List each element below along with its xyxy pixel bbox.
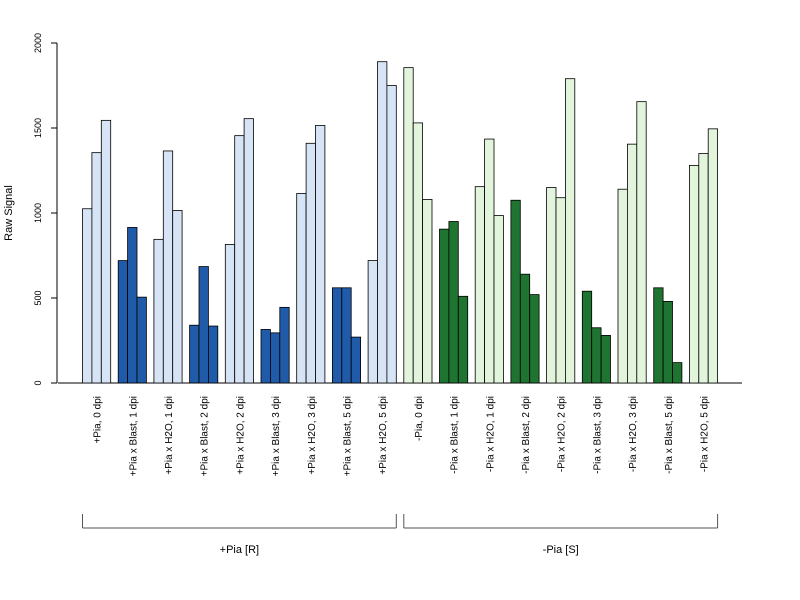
category-label: +Pia, 0 dpi <box>93 396 104 444</box>
bar <box>555 197 566 384</box>
bar <box>224 244 236 384</box>
bar <box>305 142 316 384</box>
y-axis-title: Raw Signal <box>3 185 15 241</box>
category-label: -Pia x H2O, 2 dpi <box>557 396 568 472</box>
bar <box>672 362 683 384</box>
bar-series <box>82 61 719 384</box>
bar <box>439 228 450 384</box>
group-label: -Pia [S] <box>543 544 579 556</box>
bar <box>707 128 719 384</box>
bar <box>484 138 495 384</box>
bar <box>207 325 219 384</box>
bar <box>377 61 388 384</box>
bar <box>519 273 531 384</box>
bar <box>331 287 343 384</box>
bar <box>403 67 414 384</box>
bar <box>127 227 138 384</box>
category-label: +Pia x H2O, 2 dpi <box>235 396 246 475</box>
bar <box>412 122 424 384</box>
bar <box>136 296 147 384</box>
bar <box>234 135 245 384</box>
category-label: -Pia x Blast, 5 dpi <box>664 396 675 474</box>
bar <box>279 306 290 384</box>
bar <box>529 294 540 384</box>
bar <box>662 300 673 384</box>
bar <box>591 327 602 384</box>
bar <box>698 153 709 384</box>
bar <box>474 186 486 384</box>
bar <box>82 208 93 384</box>
bar <box>189 324 200 384</box>
category-label: +Pia x H2O, 3 dpi <box>307 396 318 475</box>
category-label: +Pia x Blast, 5 dpi <box>343 396 354 476</box>
bar <box>457 295 469 384</box>
bar <box>172 210 183 384</box>
y-tick-label: 0 <box>33 380 43 385</box>
bar <box>341 287 352 384</box>
bar <box>162 150 174 384</box>
bar <box>91 152 102 384</box>
category-label: +Pia x Blast, 3 dpi <box>271 396 282 476</box>
bar <box>260 329 271 384</box>
bar <box>350 336 362 384</box>
category-labels: +Pia, 0 dpi +Pia x Blast, 1 dpi +Pia x H2O… <box>93 396 711 476</box>
bar <box>653 287 664 384</box>
bar <box>153 238 164 384</box>
bar <box>448 221 459 384</box>
category-label: +Pia x H2O, 1 dpi <box>164 396 175 475</box>
y-axis: 0 500 1000 1500 2000 <box>33 33 58 386</box>
category-label: -Pia, 0 dpi <box>414 396 425 441</box>
bar <box>117 260 128 384</box>
category-label: -Pia x Blast, 3 dpi <box>592 396 603 474</box>
bar <box>269 332 281 384</box>
bar <box>600 334 611 384</box>
group-label: +Pia [R] <box>220 544 259 556</box>
category-label: -Pia x Blast, 1 dpi <box>450 396 461 474</box>
y-tick-label: 2000 <box>33 33 43 53</box>
category-label: -Pia x H2O, 3 dpi <box>628 396 639 472</box>
y-tick-label: 1500 <box>33 118 43 138</box>
bar <box>367 260 378 384</box>
bar <box>546 187 557 384</box>
bar <box>565 78 576 384</box>
bar <box>581 290 593 384</box>
bar <box>493 215 504 384</box>
bar <box>296 193 307 384</box>
bar <box>689 164 700 384</box>
category-label: -Pia x H2O, 1 dpi <box>485 396 496 472</box>
y-tick-label: 500 <box>33 290 43 305</box>
bar <box>315 125 326 384</box>
bar <box>198 266 209 384</box>
bar <box>510 199 521 384</box>
bar <box>100 119 112 384</box>
category-label: -Pia x Blast, 2 dpi <box>521 396 532 474</box>
category-label: +Pia x Blast, 1 dpi <box>128 396 139 476</box>
bar <box>627 143 638 384</box>
category-label: +Pia x H2O, 5 dpi <box>378 396 389 475</box>
bar <box>243 118 254 384</box>
bar <box>617 188 628 384</box>
y-tick-label: 1000 <box>33 203 43 223</box>
category-label: -Pia x H2O, 5 dpi <box>700 396 711 472</box>
group-brackets: +Pia [R] -Pia [S] <box>82 514 719 556</box>
bar <box>386 85 397 384</box>
bar <box>422 198 433 384</box>
bar <box>636 101 647 384</box>
category-label: +Pia x Blast, 2 dpi <box>200 396 211 476</box>
